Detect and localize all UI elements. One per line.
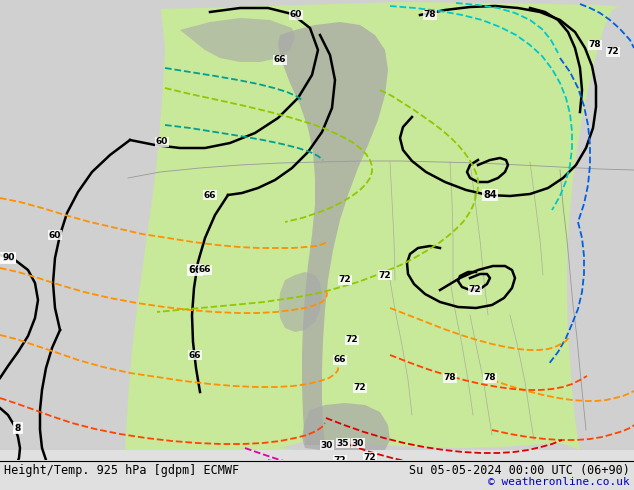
Text: 66: 66 bbox=[188, 265, 202, 275]
Text: 8: 8 bbox=[15, 423, 22, 433]
Text: 72: 72 bbox=[378, 270, 391, 279]
Text: 60: 60 bbox=[49, 230, 61, 240]
Polygon shape bbox=[279, 272, 322, 332]
Polygon shape bbox=[280, 440, 580, 450]
Text: 60: 60 bbox=[156, 138, 168, 147]
Text: 78: 78 bbox=[589, 41, 601, 49]
Polygon shape bbox=[567, 0, 634, 450]
Text: 66: 66 bbox=[189, 350, 201, 360]
Text: 30: 30 bbox=[321, 441, 333, 449]
Text: 84: 84 bbox=[483, 190, 497, 200]
Text: Su 05-05-2024 00:00 UTC (06+90): Su 05-05-2024 00:00 UTC (06+90) bbox=[409, 464, 630, 476]
Text: 66: 66 bbox=[333, 356, 346, 365]
Text: 67: 67 bbox=[314, 470, 327, 480]
Text: 72: 72 bbox=[344, 470, 356, 480]
Text: 66: 66 bbox=[198, 266, 211, 274]
Polygon shape bbox=[0, 0, 165, 450]
Text: 72: 72 bbox=[607, 48, 619, 56]
Polygon shape bbox=[180, 18, 295, 62]
Text: 72: 72 bbox=[469, 286, 481, 294]
Polygon shape bbox=[0, 0, 634, 450]
Text: 72: 72 bbox=[378, 466, 391, 474]
Text: 35: 35 bbox=[337, 439, 349, 447]
Text: 60: 60 bbox=[290, 10, 302, 20]
Text: Height/Temp. 925 hPa [gdpm] ECMWF: Height/Temp. 925 hPa [gdpm] ECMWF bbox=[4, 464, 239, 476]
Text: 66: 66 bbox=[274, 55, 286, 65]
Text: 90: 90 bbox=[3, 253, 15, 263]
Text: 72: 72 bbox=[333, 456, 346, 465]
Text: 90: 90 bbox=[1, 253, 15, 263]
Text: 72: 72 bbox=[354, 384, 366, 392]
Text: 72: 72 bbox=[346, 336, 358, 344]
Text: 66: 66 bbox=[204, 191, 216, 199]
Bar bbox=[0, 460, 634, 490]
Text: 72: 72 bbox=[339, 275, 351, 285]
Text: 78: 78 bbox=[444, 373, 456, 383]
Text: 78: 78 bbox=[484, 373, 496, 383]
Polygon shape bbox=[0, 0, 634, 15]
Polygon shape bbox=[278, 22, 388, 445]
Text: 8: 8 bbox=[15, 423, 21, 433]
Text: 78: 78 bbox=[424, 10, 436, 20]
Text: 30: 30 bbox=[352, 439, 364, 447]
Text: 72: 72 bbox=[364, 452, 377, 462]
Polygon shape bbox=[302, 403, 390, 450]
Text: © weatheronline.co.uk: © weatheronline.co.uk bbox=[488, 477, 630, 487]
